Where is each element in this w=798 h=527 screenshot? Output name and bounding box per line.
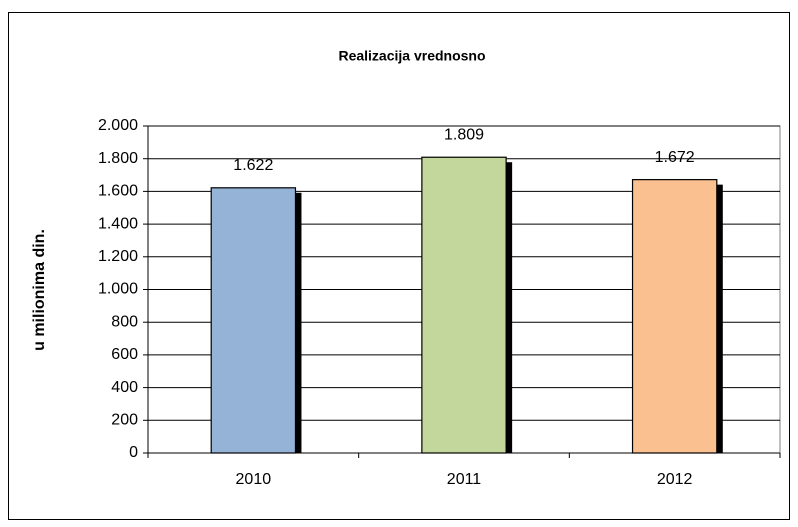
x-tick-label: 2012 [657,471,693,488]
y-tick-label: 1.800 [98,150,138,167]
y-tick-label: 1.400 [98,215,138,232]
x-tick-label: 2011 [447,471,482,488]
bar [631,179,718,454]
data-label: 1.672 [655,149,695,166]
data-label: 1.622 [233,157,273,174]
y-tick-label: 200 [111,412,138,429]
y-tick-label: 2.000 [98,117,138,134]
y-tick-label: 600 [111,346,138,363]
y-tick-label: 400 [111,379,138,396]
y-axis-label: u milionima din. [31,229,48,351]
y-tick-label: 1.000 [98,281,138,298]
y-tick-label: 800 [111,313,138,330]
y-tick-label: 1.200 [98,248,138,265]
y-tick-label: 1.600 [98,183,138,200]
data-label: 1.809 [444,126,484,143]
bar [421,156,507,454]
chart-title: Realizacija vrednosno [338,48,485,64]
bar [210,187,297,454]
y-tick-label: 0 [129,444,138,461]
x-tick-label: 2010 [236,471,272,488]
